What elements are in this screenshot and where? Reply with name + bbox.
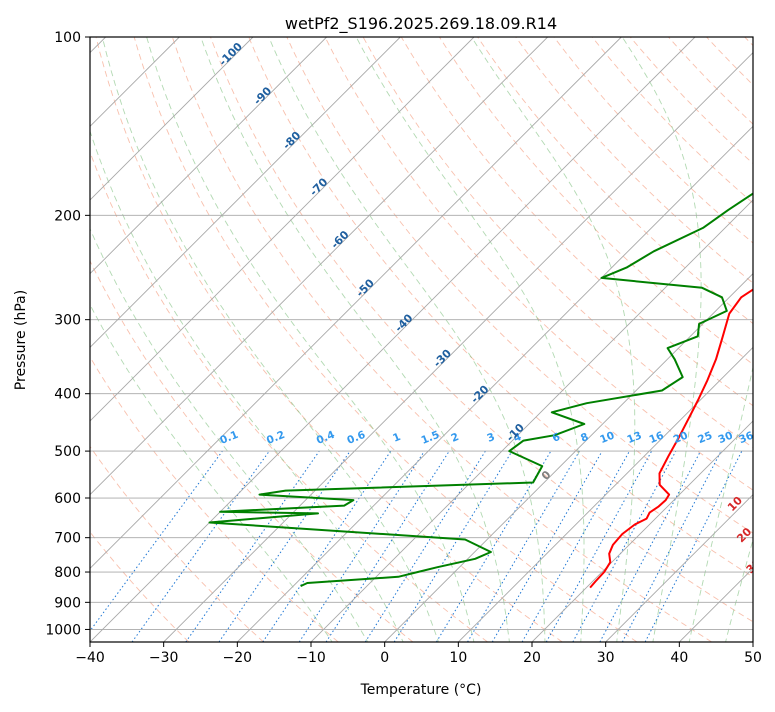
y-tick-label: 500 — [54, 444, 81, 460]
x-tick-label: −20 — [223, 650, 253, 666]
y-tick-label: 1000 — [45, 622, 81, 638]
x-tick-label: 0 — [380, 650, 389, 666]
x-tick-label: 20 — [523, 650, 541, 666]
x-tick-label: −40 — [75, 650, 105, 666]
y-tick-label: 600 — [54, 491, 81, 507]
y-tick-label: 300 — [54, 313, 81, 329]
y-axis-label: Pressure (hPa) — [13, 290, 29, 390]
y-tick-label: 700 — [54, 531, 81, 547]
x-axis-label: Temperature (°C) — [360, 682, 482, 698]
y-tick-label: 100 — [54, 30, 81, 46]
x-tick-label: 10 — [449, 650, 467, 666]
y-tick-label: 900 — [54, 595, 81, 611]
x-tick-label: −10 — [296, 650, 326, 666]
y-tick-label: 800 — [54, 565, 81, 581]
y-tick-label: 200 — [54, 208, 81, 224]
chart-title: wetPf2_S196.2025.269.18.09.R14 — [285, 14, 557, 34]
x-tick-label: 50 — [744, 650, 762, 666]
x-tick-label: 40 — [670, 650, 688, 666]
y-tick-label: 400 — [54, 387, 81, 403]
x-tick-label: 30 — [597, 650, 615, 666]
x-tick-label: −30 — [149, 650, 179, 666]
